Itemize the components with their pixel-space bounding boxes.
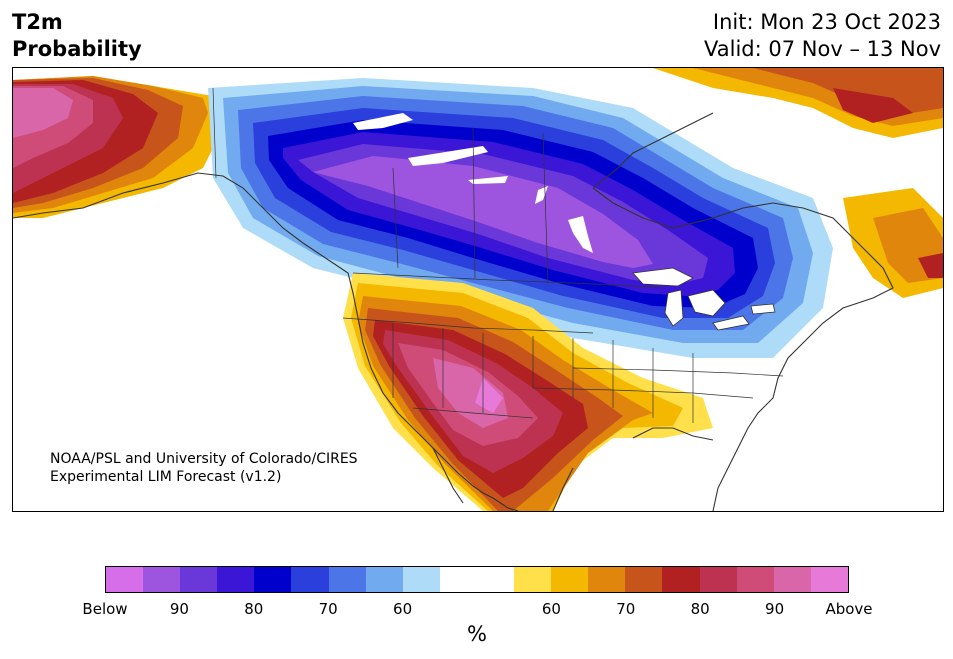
colorbar-tick-label: Below xyxy=(82,600,128,618)
colorbar-swatch xyxy=(180,567,218,592)
variable-title: T2m xyxy=(12,10,63,34)
colorbar-tick-label: 80 xyxy=(690,600,710,618)
probability-colorbar xyxy=(105,566,849,593)
colorbar-swatch xyxy=(810,567,848,592)
colorbar-swatch xyxy=(476,567,515,592)
colorbar-swatch xyxy=(217,567,255,592)
colorbar-swatch xyxy=(328,567,366,592)
colorbar-tick-label: 70 xyxy=(318,600,338,618)
title-block-right: Init: Mon 23 Oct 2023 Valid: 07 Nov – 13… xyxy=(704,9,941,63)
colorbar-swatch xyxy=(773,567,811,592)
colorbar-swatch xyxy=(736,567,774,592)
alaska-warm-anomaly xyxy=(13,76,228,218)
colorbar-tick-label: 90 xyxy=(765,600,785,618)
canadian-lakes xyxy=(353,113,675,281)
northeast-warm-anomaly xyxy=(653,68,943,298)
map-canvas xyxy=(13,68,943,511)
colorbar-swatch xyxy=(514,567,552,592)
forecast-map: NOAA/PSL and University of Colorado/CIRE… xyxy=(12,67,944,512)
credit-line-2: Experimental LIM Forecast (v1.2) xyxy=(50,469,282,485)
colorbar-unit-label: % xyxy=(467,622,487,646)
colorbar-swatch xyxy=(254,567,292,592)
colorbar-swatch xyxy=(699,567,737,592)
colorbar-swatch xyxy=(106,567,144,592)
great-lakes xyxy=(632,267,776,331)
credit-text: NOAA/PSL and University of Colorado/CIRE… xyxy=(50,450,358,486)
coastlines xyxy=(13,112,894,511)
colorbar-swatch xyxy=(551,567,589,592)
product-title: Probability xyxy=(12,37,142,61)
colorbar-swatch xyxy=(588,567,626,592)
colorbar-tick-label: 60 xyxy=(541,600,561,618)
credit-line-1: NOAA/PSL and University of Colorado/CIRE… xyxy=(50,451,358,467)
colorbar-tick-label: 70 xyxy=(616,600,636,618)
political-borders xyxy=(212,87,784,423)
title-block-left: T2m Probability xyxy=(12,9,142,63)
colorbar-tick-label: 80 xyxy=(244,600,264,618)
colorbar-swatch xyxy=(291,567,329,592)
valid-range: Valid: 07 Nov – 13 Nov xyxy=(704,37,941,61)
colorbar-swatch xyxy=(143,567,181,592)
colorbar-swatch xyxy=(365,567,403,592)
colorbar-swatch xyxy=(402,567,440,592)
colorbar-swatch xyxy=(625,567,663,592)
colorbar-tick-label: 60 xyxy=(393,600,413,618)
southwest-warm-anomaly xyxy=(343,273,713,511)
colorbar-swatch xyxy=(662,567,700,592)
init-date: Init: Mon 23 Oct 2023 xyxy=(712,10,941,34)
colorbar-tick-label: 90 xyxy=(169,600,189,618)
colorbar-swatch xyxy=(439,567,477,592)
colorbar-tick-label: Above xyxy=(825,600,873,618)
